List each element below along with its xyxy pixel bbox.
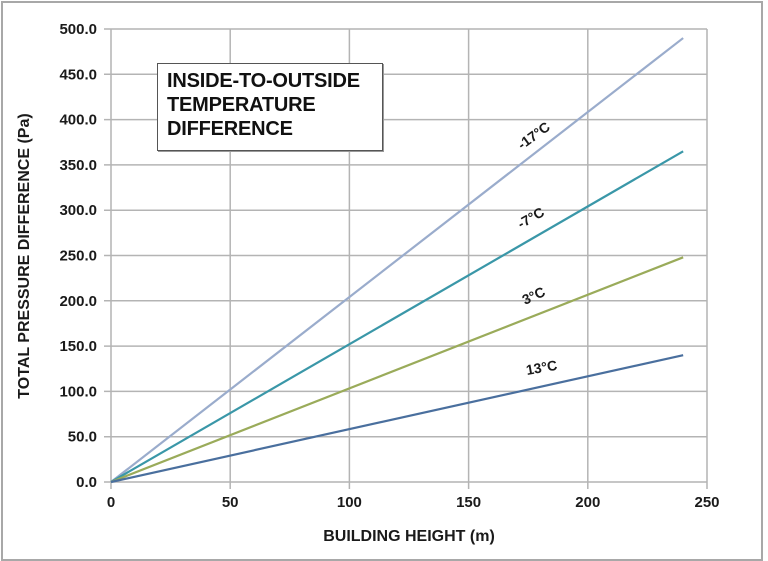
x-tick-label: 50 bbox=[222, 494, 239, 511]
series-labels: -17°C -7°C 3°C 13°C bbox=[514, 118, 558, 378]
x-tick-label: 150 bbox=[456, 494, 481, 511]
y-tick-label: 50.0 bbox=[68, 429, 97, 446]
y-axis-title: TOTAL PRESSURE DIFFERENCE (Pa) bbox=[16, 113, 33, 398]
y-tick-label: 100.0 bbox=[59, 383, 97, 400]
series-line bbox=[110, 354, 684, 484]
series-label-3: 3°C bbox=[520, 283, 548, 307]
x-tick-label: 100 bbox=[337, 494, 362, 511]
x-axis-ticks: 0 50 100 150 200 250 bbox=[107, 494, 720, 511]
annotation-line-1: INSIDE-TO-OUTSIDE bbox=[167, 70, 360, 92]
series-label-minus17: -17°C bbox=[514, 118, 552, 152]
x-tick-label: 0 bbox=[107, 494, 115, 511]
series-label-13: 13°C bbox=[525, 357, 559, 378]
annotation-line-3: DIFFERENCE bbox=[167, 118, 293, 140]
y-tick-label: 300.0 bbox=[59, 202, 97, 219]
series-line bbox=[110, 150, 684, 483]
y-tick-label: 500.0 bbox=[59, 21, 97, 38]
x-tick-label: 200 bbox=[575, 494, 600, 511]
y-tick-label: 200.0 bbox=[59, 293, 97, 310]
annotation-box: INSIDE-TO-OUTSIDE TEMPERATURE DIFFERENCE bbox=[157, 63, 383, 151]
y-tick-label: 150.0 bbox=[59, 338, 97, 355]
series-line bbox=[110, 37, 684, 483]
x-axis-title: BUILDING HEIGHT (m) bbox=[323, 528, 495, 545]
series-line bbox=[110, 256, 684, 484]
series-label-minus7: -7°C bbox=[515, 204, 547, 232]
y-tick-label: 400.0 bbox=[59, 112, 97, 129]
y-tick-label: 450.0 bbox=[59, 66, 97, 83]
y-tick-label: 0.0 bbox=[76, 474, 97, 491]
annotation-line-2: TEMPERATURE bbox=[167, 94, 316, 116]
x-tick-label: 250 bbox=[694, 494, 719, 511]
y-tick-label: 250.0 bbox=[59, 248, 97, 265]
y-tick-label: 350.0 bbox=[59, 157, 97, 174]
series-lines bbox=[110, 37, 684, 484]
y-axis-ticks: 0.0 50.0 100.0 150.0 200.0 250.0 300.0 350.0 400… bbox=[59, 21, 97, 491]
